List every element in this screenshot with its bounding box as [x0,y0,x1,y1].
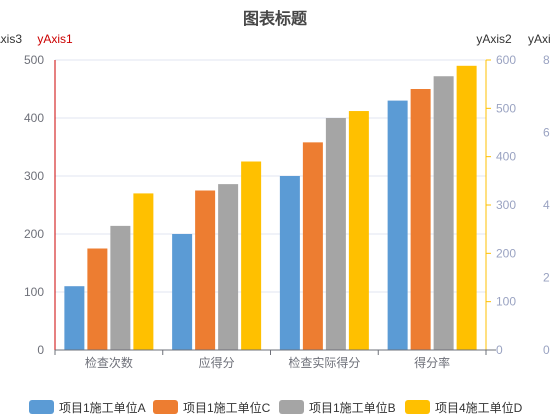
bar[interactable] [302,142,323,350]
y-axis-2-tick-label: 500 [496,101,516,115]
bar[interactable] [410,89,431,350]
chart-title: 图表标题 [243,9,308,28]
y-axis-1-tick-label: 100 [24,285,44,299]
y-axis-1-tick-label: 500 [24,53,44,67]
bar[interactable] [387,100,408,350]
bar[interactable] [110,225,131,350]
y-axis-1-tick-label: 0 [37,343,44,357]
y-axis-2-tick-label: 300 [496,198,516,212]
legend-item[interactable]: 项目4施工单位D [405,400,523,415]
y-axis-4-tick-label: 8 [543,53,550,67]
y-axis-2-tick-label: 0 [496,343,503,357]
y-axis-4-ticks: 0 2 4 6 8 [543,53,550,357]
bar[interactable] [87,248,108,351]
y-axis-2-tick-label: 600 [496,53,516,67]
y-axis-3-name: yAxis3 [0,32,22,46]
bar[interactable] [64,286,85,350]
bar[interactable] [241,161,262,351]
x-axis-labels: 检查次数 应得分 检查实际得分 得分率 [54,350,487,370]
legend-item[interactable]: 项目1施工单位A [29,400,146,415]
bar[interactable] [172,234,193,350]
x-axis-tick-label: 得分率 [414,355,450,370]
legend[interactable]: 项目1施工单位A 项目1施工单位C 项目1施工单位B 项目4施工单位D [29,400,523,415]
legend-swatch [153,400,178,414]
y-axis-4-tick-label: 6 [543,126,550,140]
legend-label: 项目1施工单位A [59,400,146,415]
y-axis-4-tick-label: 4 [543,198,550,212]
y-axis-1-tick-label: 300 [24,169,44,183]
legend-swatch [279,400,304,414]
y-axis-2-name: yAxis2 [476,32,512,46]
legend-label: 项目1施工单位C [183,400,271,415]
bar[interactable] [325,118,346,350]
bar[interactable] [348,111,369,350]
bar[interactable] [195,190,216,351]
y-axis-2-tick-label: 400 [496,150,516,164]
y-axis-2-tick-label: 100 [496,295,516,309]
y-axis-2-tick-label: 200 [496,246,516,260]
bar[interactable] [218,184,239,350]
y-axis-4-name: yAxis4 [528,32,550,46]
bar[interactable] [456,65,477,351]
bar[interactable] [433,76,454,351]
legend-label: 项目1施工单位B [309,400,396,415]
x-axis-tick-label: 应得分 [199,355,235,370]
y-axis-4-tick-label: 2 [543,271,550,285]
bar-series [64,65,477,351]
legend-item[interactable]: 项目1施工单位C [153,400,271,415]
y-axis-1-ticks: 0 100 200 300 400 500 [24,53,44,357]
y-axis-1-tick-label: 200 [24,227,44,241]
bar[interactable] [279,176,300,350]
y-axis-1-tick-label: 400 [24,111,44,125]
y-axis-4-tick-label: 0 [543,343,550,357]
y-axis-1-name: yAxis1 [37,32,73,46]
legend-label: 项目4施工单位D [435,400,523,415]
legend-swatch [29,400,54,414]
bar[interactable] [133,193,154,350]
x-axis-tick-label: 检查次数 [85,355,133,370]
x-axis-tick-label: 检查实际得分 [288,355,360,370]
legend-item[interactable]: 项目1施工单位B [279,400,396,415]
legend-swatch [405,400,430,414]
y-axis-2-ticks: 0 100 200 300 400 500 600 [486,53,516,357]
